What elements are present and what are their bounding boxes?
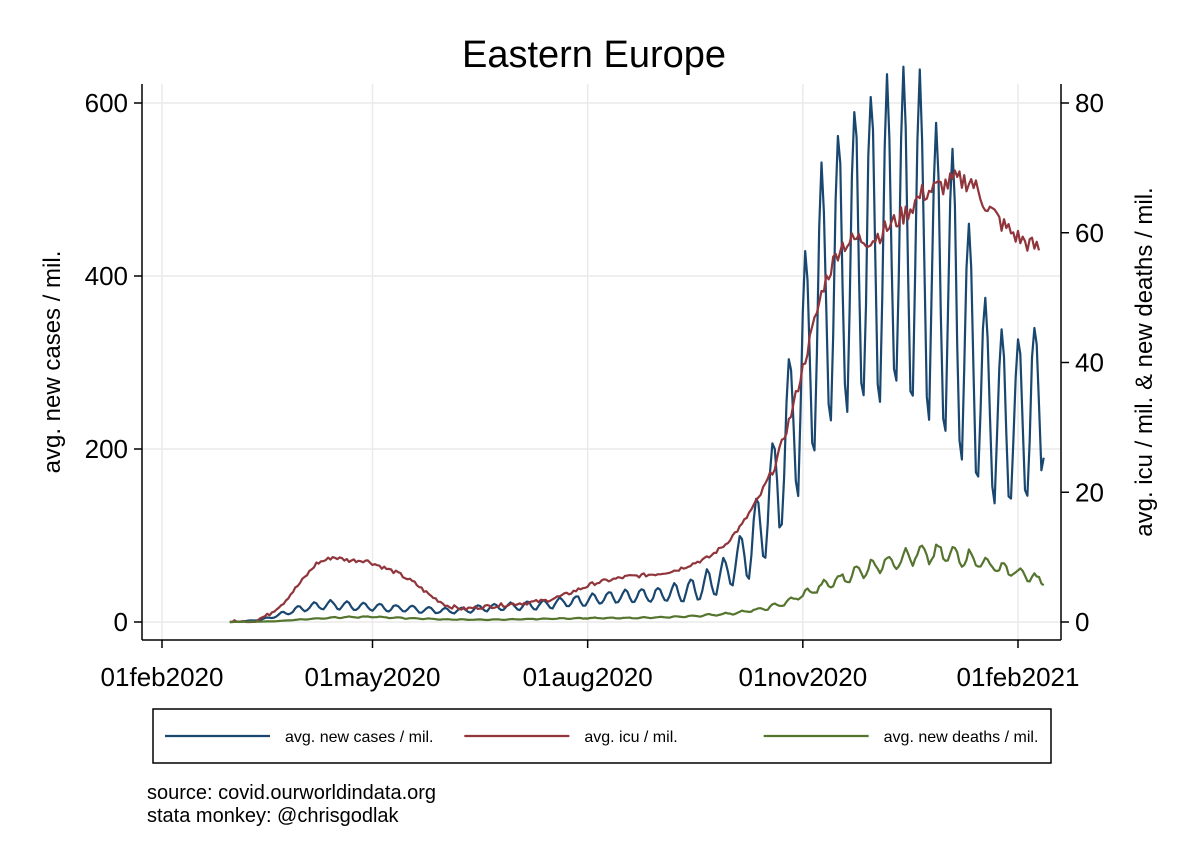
y-right-tick-label: 80 bbox=[1075, 88, 1104, 118]
x-tick-label: 01nov2020 bbox=[738, 662, 867, 692]
legend-label: avg. new cases / mil. bbox=[285, 729, 434, 746]
chart-title: Eastern Europe bbox=[461, 34, 727, 76]
x-tick-label: 01feb2020 bbox=[101, 662, 224, 692]
grid-layer bbox=[142, 84, 1061, 640]
y-right-tick-label: 60 bbox=[1075, 218, 1104, 248]
source-text: source: covid.ourworldindata.org bbox=[147, 782, 437, 804]
y-left-tick-label: 400 bbox=[85, 261, 128, 291]
legend-box bbox=[152, 708, 1052, 764]
y-right-tick-label: 0 bbox=[1075, 607, 1089, 637]
y-right-tick-label: 40 bbox=[1075, 348, 1104, 378]
legend-label: avg. new deaths / mil. bbox=[884, 729, 1039, 746]
x-tick-label: 01aug2020 bbox=[523, 662, 653, 692]
series-line-icu bbox=[229, 169, 1041, 624]
y-left-tick-label: 600 bbox=[85, 88, 128, 118]
y-right-tick-label: 20 bbox=[1075, 477, 1104, 507]
y-axis-right-title: avg. icu / mil. & new deaths / mil. bbox=[1131, 187, 1158, 536]
legend-label: avg. icu / mil. bbox=[584, 729, 677, 746]
x-tick-label: 01feb2021 bbox=[957, 662, 1080, 692]
legend: avg. new cases / mil. avg. icu / mil. avg.… bbox=[152, 708, 1052, 764]
y-axis-left-title: avg. new cases / mil. bbox=[39, 251, 66, 474]
x-tick-label: 01may2020 bbox=[305, 662, 441, 692]
credit-text: stata monkey: @chrisgodlak bbox=[147, 805, 399, 827]
y-left-tick-label: 0 bbox=[114, 607, 128, 637]
series-line-new-cases bbox=[229, 65, 1045, 624]
y-left-tick-label: 200 bbox=[85, 434, 128, 464]
axes-layer: 01feb2020 01may2020 01aug2020 01nov2020 01fe… bbox=[39, 84, 1158, 692]
series-layer bbox=[229, 65, 1045, 624]
series-line-new-deaths bbox=[229, 543, 1045, 624]
